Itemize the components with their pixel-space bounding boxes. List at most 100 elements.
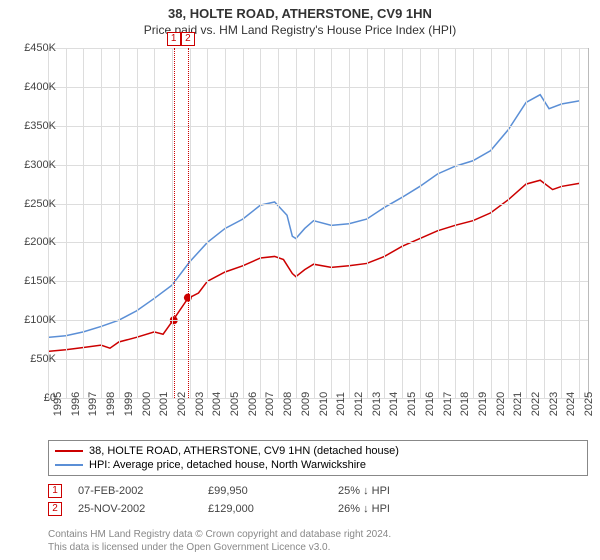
x-axis-label: 2021 — [512, 392, 524, 416]
legend-label: HPI: Average price, detached house, Nort… — [89, 459, 366, 471]
transaction-marker: 1 — [48, 484, 62, 498]
gridline-v — [438, 48, 439, 398]
gridline-v — [278, 48, 279, 398]
legend-item: 38, HOLTE ROAD, ATHERSTONE, CV9 1HN (det… — [55, 444, 581, 458]
gridline-v — [367, 48, 368, 398]
x-axis-label: 2023 — [548, 392, 560, 416]
x-axis-label: 2013 — [371, 392, 383, 416]
x-axis-label: 1998 — [105, 392, 117, 416]
y-axis-label: £50K — [30, 353, 56, 365]
gridline-h — [48, 281, 588, 282]
x-axis-label: 2004 — [211, 392, 223, 416]
transaction-row: 225-NOV-2002£129,00026% ↓ HPI — [48, 500, 588, 518]
x-axis-label: 2010 — [318, 392, 330, 416]
gridline-v — [119, 48, 120, 398]
gridline-v — [225, 48, 226, 398]
marker-line — [188, 48, 189, 398]
transaction-table: 1 07-FEB-2002£99,95025% ↓ HPI 225-NOV-2002… — [48, 482, 588, 518]
gridline-v — [384, 48, 385, 398]
chart-title: 38, HOLTE ROAD, ATHERSTONE, CV9 1HN — [0, 0, 600, 21]
legend-item: HPI: Average price, detached house, Nort… — [55, 458, 581, 472]
x-axis-label: 2015 — [406, 392, 418, 416]
marker-box: 1 — [167, 32, 181, 46]
gridline-v — [260, 48, 261, 398]
gridline-v — [473, 48, 474, 398]
gridline-v — [243, 48, 244, 398]
footer-line-1: Contains HM Land Registry data © Crown c… — [48, 528, 391, 541]
chart-container: 38, HOLTE ROAD, ATHERSTONE, CV9 1HN Pric… — [0, 0, 600, 560]
x-axis-label: 2002 — [176, 392, 188, 416]
gridline-v — [190, 48, 191, 398]
gridline-v — [48, 48, 49, 398]
chart-subtitle: Price paid vs. HM Land Registry's House … — [0, 21, 600, 41]
footer-attribution: Contains HM Land Registry data © Crown c… — [48, 528, 391, 554]
gridline-v — [349, 48, 350, 398]
gridline-v — [420, 48, 421, 398]
x-axis-label: 2022 — [530, 392, 542, 416]
x-axis-label: 2008 — [282, 392, 294, 416]
x-axis-label: 2017 — [442, 392, 454, 416]
x-axis-label: 2014 — [388, 392, 400, 416]
y-axis-label: £250K — [24, 198, 56, 210]
x-axis-label: 2001 — [158, 392, 170, 416]
x-axis-label: 2005 — [229, 392, 241, 416]
gridline-v — [526, 48, 527, 398]
x-axis-label: 1999 — [123, 392, 135, 416]
x-axis-label: 2018 — [459, 392, 471, 416]
legend-box: 38, HOLTE ROAD, ATHERSTONE, CV9 1HN (det… — [48, 440, 588, 476]
y-axis-label: £300K — [24, 159, 56, 171]
gridline-h — [48, 204, 588, 205]
x-axis-label: 2003 — [194, 392, 206, 416]
y-axis-label: £400K — [24, 81, 56, 93]
x-axis-label: 2000 — [141, 392, 153, 416]
x-axis-label: 1997 — [87, 392, 99, 416]
x-axis-label: 2016 — [424, 392, 436, 416]
y-axis-label: £200K — [24, 236, 56, 248]
gridline-v — [331, 48, 332, 398]
x-axis-label: 2019 — [477, 392, 489, 416]
gridline-h — [48, 165, 588, 166]
gridline-v — [491, 48, 492, 398]
gridline-h — [48, 359, 588, 360]
x-axis-label: 2020 — [495, 392, 507, 416]
legend-label: 38, HOLTE ROAD, ATHERSTONE, CV9 1HN (det… — [89, 445, 399, 457]
gridline-v — [544, 48, 545, 398]
gridline-v — [579, 48, 580, 398]
transaction-delta: 26% ↓ HPI — [338, 503, 468, 515]
gridline-v — [137, 48, 138, 398]
gridline-v — [561, 48, 562, 398]
marker-box: 2 — [181, 32, 195, 46]
legend-and-transactions: 38, HOLTE ROAD, ATHERSTONE, CV9 1HN (det… — [48, 440, 588, 518]
gridline-v — [296, 48, 297, 398]
gridline-h — [48, 320, 588, 321]
gridline-h — [48, 242, 588, 243]
y-axis-label: £100K — [24, 314, 56, 326]
x-axis-label: 2025 — [583, 392, 595, 416]
gridline-v — [402, 48, 403, 398]
gridline-v — [101, 48, 102, 398]
transaction-date: 25-NOV-2002 — [78, 503, 208, 515]
x-axis-label: 2024 — [565, 392, 577, 416]
x-axis-label: 1996 — [70, 392, 82, 416]
transaction-price: £129,000 — [208, 503, 338, 515]
x-axis-label: 2011 — [335, 392, 347, 416]
gridline-h — [48, 87, 588, 88]
x-axis-label: 1995 — [52, 392, 64, 416]
legend-swatch — [55, 450, 83, 452]
transaction-date: 07-FEB-2002 — [78, 485, 208, 497]
gridline-v — [207, 48, 208, 398]
x-axis-label: 2007 — [264, 392, 276, 416]
transaction-delta: 25% ↓ HPI — [338, 485, 468, 497]
transaction-row: 1 07-FEB-2002£99,95025% ↓ HPI — [48, 482, 588, 500]
legend-swatch — [55, 464, 83, 466]
gridline-h — [48, 126, 588, 127]
gridline-v — [83, 48, 84, 398]
x-axis-label: 2006 — [247, 392, 259, 416]
x-axis-label: 2012 — [353, 392, 365, 416]
gridline-v — [154, 48, 155, 398]
footer-line-2: This data is licensed under the Open Gov… — [48, 541, 391, 554]
transaction-price: £99,950 — [208, 485, 338, 497]
gridline-v — [508, 48, 509, 398]
x-axis-label: 2009 — [300, 392, 312, 416]
y-axis-label: £450K — [24, 42, 56, 54]
